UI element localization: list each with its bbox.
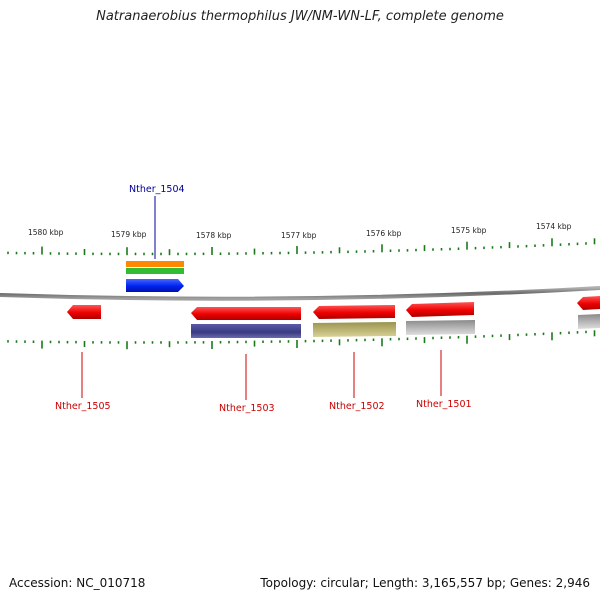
accession-text: Accession: NC_010718 <box>9 576 146 590</box>
gene-arrow-nther-1505[interactable] <box>67 305 101 319</box>
gene-feature-green[interactable] <box>126 268 184 274</box>
genome-backbone <box>0 286 600 301</box>
gene-arrow-nther-1504[interactable] <box>126 279 184 292</box>
gene-arrow-nther-1501[interactable] <box>406 302 474 317</box>
scale-ticks-bottom <box>7 330 596 350</box>
gene-label-nther-1505[interactable]: Nther_1505 <box>55 401 111 412</box>
gene-feature-gray[interactable] <box>406 320 475 335</box>
gene-arrow-nther-1502[interactable] <box>313 305 395 319</box>
gene-arrow-partial-right[interactable] <box>577 296 600 310</box>
tick-label-1580: 1580 kbp <box>28 228 64 237</box>
scale-ticks-top <box>7 238 596 256</box>
tick-label-1578: 1578 kbp <box>196 231 232 240</box>
tick-label-1574: 1574 kbp <box>536 222 572 231</box>
genome-summary-text: Topology: circular; Length: 3,165,557 bp… <box>260 576 590 590</box>
map-title: Natranaerobius thermophilus JW/NM-WN-LF,… <box>96 9 504 24</box>
gene-feature-gray-partial-right[interactable] <box>578 314 600 329</box>
gene-feature-navy[interactable] <box>191 324 301 338</box>
tick-label-1576: 1576 kbp <box>366 229 402 238</box>
gene-label-nther-1504[interactable]: Nther_1504 <box>129 184 185 195</box>
tick-label-1575: 1575 kbp <box>451 226 487 235</box>
gene-feature-olive[interactable] <box>313 322 396 337</box>
gene-feature-orange[interactable] <box>126 261 184 267</box>
gene-label-nther-1503[interactable]: Nther_1503 <box>219 403 275 414</box>
tick-label-1579: 1579 kbp <box>111 230 147 239</box>
gene-label-nther-1502[interactable]: Nther_1502 <box>329 401 385 412</box>
tick-label-1577: 1577 kbp <box>281 231 317 240</box>
gene-arrow-nther-1503[interactable] <box>191 307 301 320</box>
gene-label-nther-1501[interactable]: Nther_1501 <box>416 399 472 410</box>
